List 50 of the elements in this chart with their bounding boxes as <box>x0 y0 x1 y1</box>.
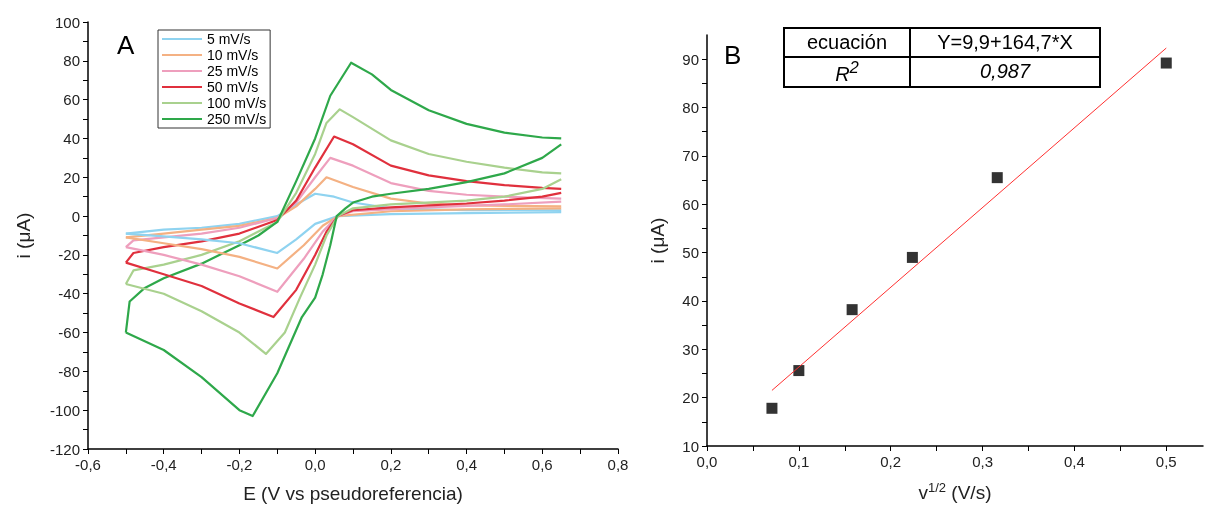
x-tick-label: 0,2 <box>880 453 902 470</box>
y-tick-label: 90 <box>682 50 699 68</box>
y-tick-label: 60 <box>682 195 699 213</box>
x-tick-label: 0,8 <box>607 456 629 473</box>
y-tick-label: 100 <box>54 13 80 31</box>
legend-label: 250 mV/s <box>207 111 267 127</box>
y-axis-title: i (μA) <box>13 212 34 259</box>
y-tick-label: 0 <box>71 207 80 225</box>
legend-label: 5 mV/s <box>207 31 251 47</box>
y-tick-label: 80 <box>682 99 699 117</box>
annotation: 0,987 <box>910 57 1100 87</box>
x-tick-label: 0,4 <box>1063 453 1085 470</box>
y-axis-title: i (μA) <box>647 217 668 264</box>
x-tick-label: 0,1 <box>788 453 810 470</box>
y-tick-label: -80 <box>58 362 80 380</box>
y-tick-label: 30 <box>682 340 699 358</box>
x-tick-label: -0,2 <box>226 456 253 473</box>
x-tick-label: 0,0 <box>696 453 718 470</box>
x-tick-label: 0,5 <box>1155 453 1177 470</box>
y-tick-label: 40 <box>63 129 80 147</box>
x-tick-label: -0,4 <box>150 456 177 473</box>
y-tick-label: -100 <box>49 401 80 419</box>
annotation: Y=9,9+164,7*X <box>910 28 1100 57</box>
y-tick-label: 20 <box>63 168 80 186</box>
y-tick-label: -20 <box>58 246 80 264</box>
x-tick-label: 0,2 <box>380 456 402 473</box>
y-tick-label: -60 <box>58 324 80 342</box>
x-axis-title: E (V vs pseudoreferencia) <box>243 483 463 504</box>
y-tick-label: -120 <box>49 440 80 458</box>
legend-label: 10 mV/s <box>207 47 259 63</box>
annotation: ecuación <box>784 28 910 57</box>
y-tick-label: 50 <box>682 244 699 262</box>
y-tick-label: 10 <box>682 437 699 455</box>
x-tick-label: 0,6 <box>531 456 553 473</box>
x-tick-label: -0,6 <box>75 456 101 473</box>
y-tick-label: 40 <box>682 292 699 310</box>
x-tick-label: 0,3 <box>972 453 993 470</box>
x-tick-label: 0,4 <box>456 456 477 473</box>
legend-label: 100 mV/s <box>207 95 267 111</box>
y-tick-label: 20 <box>682 389 699 407</box>
y-tick-label: 80 <box>63 52 80 70</box>
legend-label: 25 mV/s <box>207 63 259 79</box>
y-tick-label: 60 <box>63 91 80 109</box>
x-tick-label: 0,0 <box>304 456 326 473</box>
y-tick-label: 70 <box>682 147 699 165</box>
annotation: B <box>724 40 742 71</box>
annotation: A <box>117 30 135 61</box>
annotation: R$^{2}$ <box>784 57 910 87</box>
legend-label: 50 mV/s <box>207 79 259 95</box>
y-tick-label: -40 <box>58 285 80 303</box>
